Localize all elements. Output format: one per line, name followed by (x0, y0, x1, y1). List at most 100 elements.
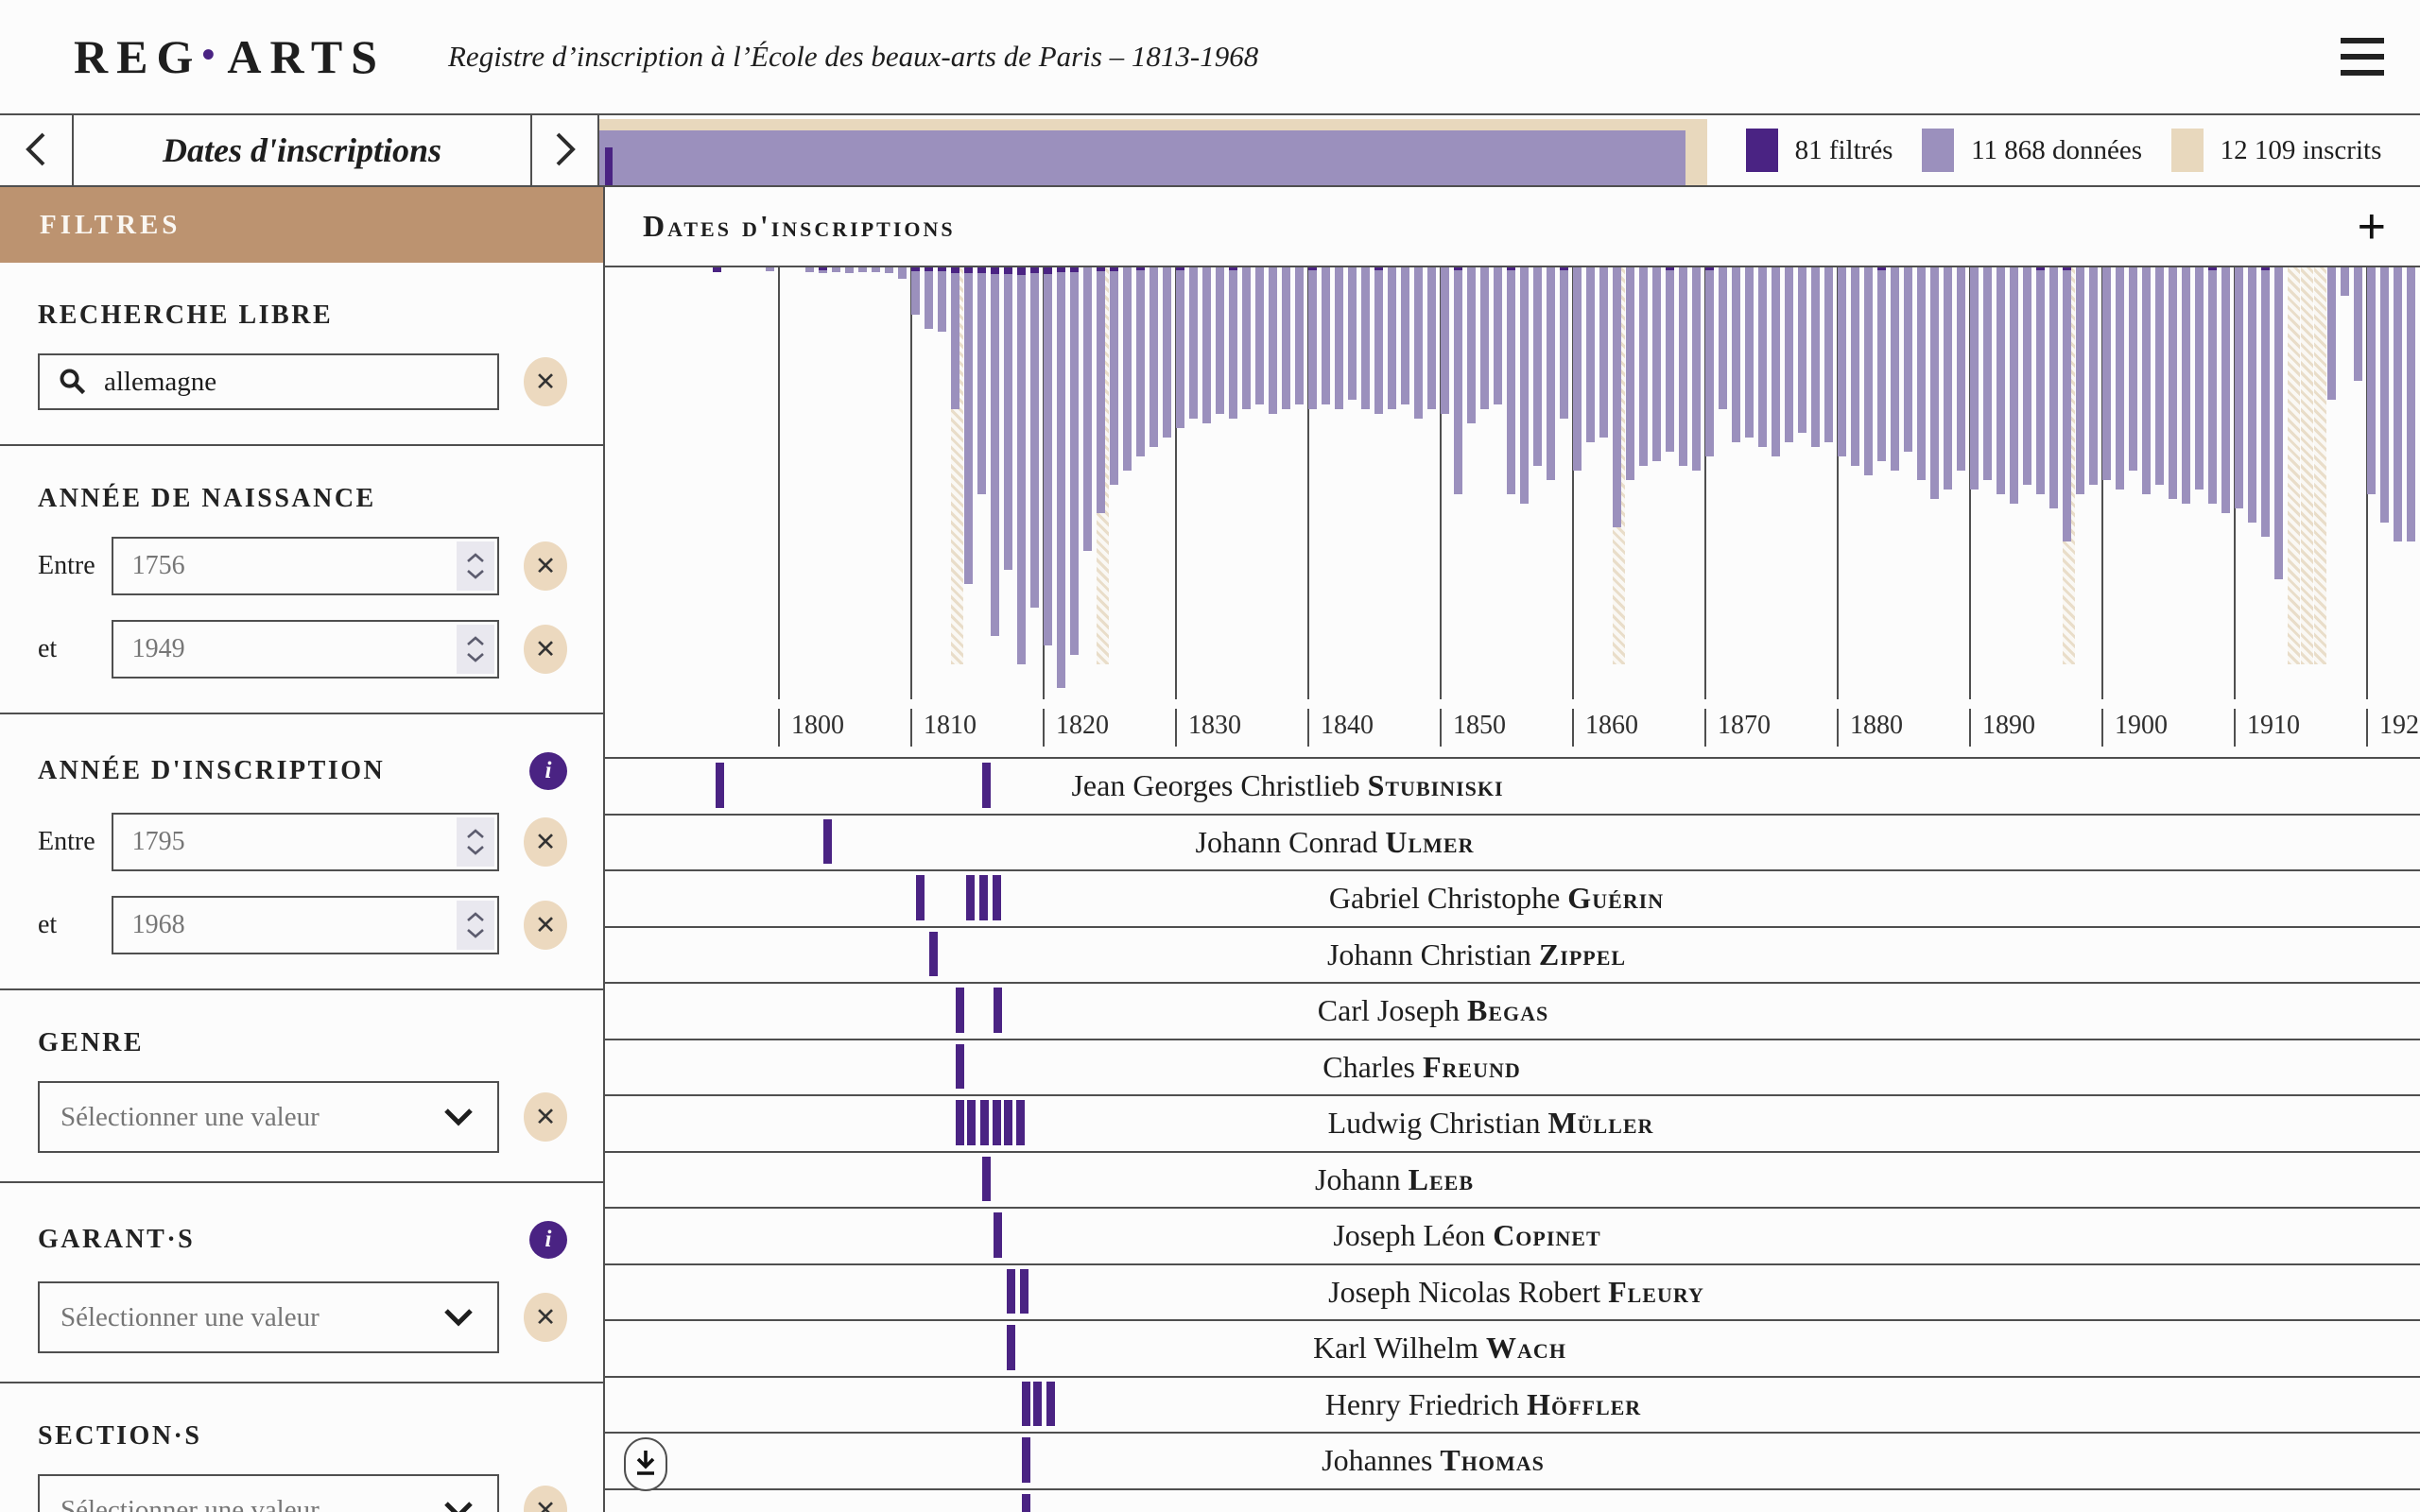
year-bar-1897[interactable] (2063, 267, 2071, 541)
year-bar-1795[interactable] (713, 267, 721, 272)
year-bar-1811[interactable] (925, 267, 933, 329)
year-bar-1820[interactable] (1044, 267, 1052, 645)
year-bar-1869[interactable] (1692, 267, 1701, 471)
year-bar-1877[interactable] (1798, 267, 1806, 433)
year-bar-1907[interactable] (2195, 267, 2204, 490)
year-bar-1845[interactable] (1374, 267, 1383, 414)
year-bar-1860[interactable] (1573, 267, 1582, 471)
year-bar-1853[interactable] (1480, 267, 1489, 409)
year-bar-1851[interactable] (1454, 267, 1462, 494)
year-bar-1867[interactable] (1666, 267, 1674, 452)
year-bar-1866[interactable] (1652, 267, 1661, 461)
year-bar-1852[interactable] (1467, 267, 1476, 423)
birth-to-field[interactable]: 1949 (111, 620, 499, 679)
year-bar-1846[interactable] (1388, 267, 1396, 409)
year-bar-1899[interactable] (2089, 267, 2098, 485)
year-bar-1902[interactable] (2129, 267, 2137, 471)
person-row-zippel[interactable]: Johann Christian Zippel (605, 928, 2420, 984)
year-bar-1827[interactable] (1136, 267, 1145, 456)
year-bar-1810[interactable] (911, 267, 920, 315)
year-bar-1841[interactable] (1322, 267, 1330, 404)
person-row-begas[interactable]: Carl Joseph Begas (605, 984, 2420, 1040)
year-bar-1835[interactable] (1242, 267, 1251, 409)
year-bar-1812[interactable] (938, 267, 946, 332)
year-bar-1836[interactable] (1255, 267, 1264, 404)
year-bar-1857[interactable] (1533, 267, 1542, 466)
logo[interactable]: REG • ARTS (74, 29, 386, 84)
year-bar-1878[interactable] (1811, 267, 1820, 447)
year-bar-1859[interactable] (1560, 267, 1568, 419)
year-bar-1831[interactable] (1189, 267, 1198, 419)
search-input[interactable] (102, 365, 465, 399)
person-row-ulmer[interactable]: Johann Conrad Ulmer (605, 816, 2420, 871)
year-bar-1833[interactable] (1216, 267, 1224, 414)
year-bar-1890[interactable] (1970, 267, 1979, 490)
year-bar-1911[interactable] (2248, 267, 2256, 523)
year-bar-1872[interactable] (1732, 267, 1740, 442)
year-bar-1802[interactable] (805, 267, 814, 272)
year-bar-1817[interactable] (1004, 267, 1012, 570)
year-bar-1855[interactable] (1507, 267, 1515, 494)
year-bar-1880[interactable] (1838, 267, 1846, 456)
person-row-leeb[interactable]: Johann Leeb (605, 1153, 2420, 1209)
year-bar-1876[interactable] (1785, 267, 1793, 442)
year-bar-1803[interactable] (819, 267, 827, 273)
garants-select[interactable]: Sélectionner une valeur (38, 1281, 499, 1353)
year-bar-1919[interactable] (2354, 267, 2362, 381)
year-bar-1805[interactable] (845, 267, 854, 273)
year-bar-1900[interactable] (2102, 267, 2111, 480)
clear-birth-from-button[interactable]: ✕ (524, 541, 567, 591)
clear-genre-button[interactable]: ✕ (524, 1092, 567, 1142)
inscriptions-histogram[interactable] (605, 267, 2420, 699)
year-bar-1809[interactable] (898, 267, 907, 279)
person-row[interactable] (605, 1490, 2420, 1512)
year-bar-1870[interactable] (1705, 267, 1714, 456)
year-bar-1917[interactable] (2327, 267, 2336, 400)
year-bar-1922[interactable] (2394, 267, 2402, 541)
year-bar-1830[interactable] (1176, 267, 1184, 428)
add-view-button[interactable]: + (2358, 202, 2386, 251)
year-bar-1871[interactable] (1719, 267, 1727, 409)
sections-select[interactable]: Sélectionner une valeur (38, 1474, 499, 1512)
person-row-guérin[interactable]: Gabriel Christophe Guérin (605, 871, 2420, 928)
year-bar-1848[interactable] (1414, 267, 1423, 419)
year-bar-1892[interactable] (1996, 267, 2005, 494)
year-bar-1858[interactable] (1547, 267, 1555, 480)
clear-search-button[interactable]: ✕ (524, 357, 567, 406)
person-row-freund[interactable]: Charles Freund (605, 1040, 2420, 1096)
updown-chevrons-icon[interactable] (457, 817, 494, 867)
download-button[interactable] (624, 1437, 667, 1491)
year-bar-1888[interactable] (1944, 267, 1952, 490)
person-row-stubiniski[interactable]: Jean Georges Christlieb Stubiniski (605, 759, 2420, 816)
year-bar-1895[interactable] (2036, 267, 2045, 494)
year-bar-1838[interactable] (1282, 267, 1290, 409)
year-bar-1850[interactable] (1441, 267, 1449, 414)
year-bar-1837[interactable] (1269, 267, 1277, 414)
year-bar-1874[interactable] (1758, 267, 1767, 447)
year-bar-1807[interactable] (872, 267, 880, 272)
year-bar-1862[interactable] (1599, 267, 1608, 438)
year-bar-1901[interactable] (2116, 267, 2124, 490)
year-bar-1891[interactable] (1983, 267, 1992, 480)
year-bar-1828[interactable] (1150, 267, 1158, 447)
year-bar-1887[interactable] (1930, 267, 1939, 499)
year-bar-1847[interactable] (1401, 267, 1409, 404)
year-bar-1879[interactable] (1824, 267, 1833, 442)
person-row-müller[interactable]: Ludwig Christian Müller (605, 1096, 2420, 1153)
year-bar-1819[interactable] (1030, 267, 1039, 608)
clear-inscription-to-button[interactable]: ✕ (524, 901, 567, 950)
year-bar-1806[interactable] (858, 267, 867, 272)
year-bar-1884[interactable] (1891, 267, 1899, 471)
year-bar-1903[interactable] (2142, 267, 2151, 494)
year-bar-1821[interactable] (1057, 267, 1065, 688)
year-bar-1908[interactable] (2208, 267, 2217, 504)
year-bar-1886[interactable] (1917, 267, 1926, 480)
year-bar-1873[interactable] (1745, 267, 1754, 438)
clear-garants-button[interactable]: ✕ (524, 1293, 567, 1342)
year-bar-1829[interactable] (1163, 267, 1171, 438)
person-row-thomas[interactable]: Johannes Thomas (605, 1434, 2420, 1490)
year-bar-1913[interactable] (2274, 267, 2283, 579)
menu-button[interactable] (2341, 38, 2384, 76)
clear-birth-to-button[interactable]: ✕ (524, 625, 567, 674)
birth-from-field[interactable]: 1756 (111, 537, 499, 595)
